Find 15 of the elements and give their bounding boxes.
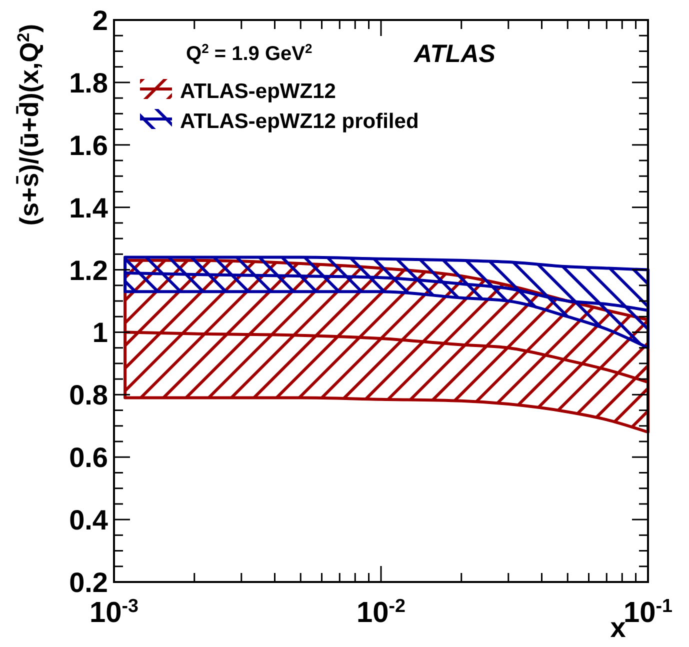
x-tick-label: 10$^{-2}$ <box>356 594 406 629</box>
y-tick-label: 1.8 <box>69 67 108 98</box>
y-tick-label: 0.8 <box>69 380 108 411</box>
legend-label: ATLAS-epWZ12 <box>180 80 336 103</box>
x-axis-title: x <box>610 612 626 643</box>
annotation: Q$^{2}$ = 1.9 GeV$^{2}$ <box>186 40 312 65</box>
y-tick-label: 0.4 <box>69 504 108 536</box>
legend-label: ATLAS-epWZ12 profiled <box>180 110 419 133</box>
y-tick-label: 1.4 <box>69 192 108 224</box>
y-tick-label: 0.6 <box>69 442 108 474</box>
y-tick-label: 1 <box>92 317 108 348</box>
y-tick-label: 2 <box>92 5 108 36</box>
y-tick-label: 1.2 <box>69 254 108 286</box>
annotation: ATLAS <box>413 40 496 68</box>
y-tick-label: 1.6 <box>69 130 108 161</box>
